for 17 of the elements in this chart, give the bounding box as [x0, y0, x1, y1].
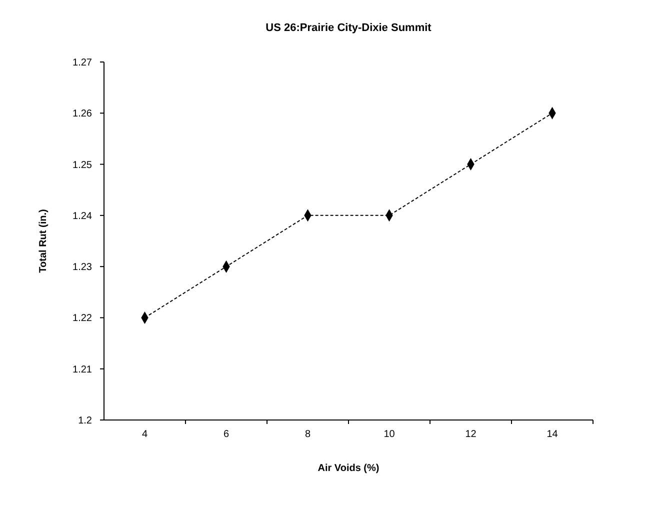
y-tick-label: 1.25	[72, 160, 92, 171]
y-tick-label: 1.24	[72, 210, 92, 222]
y-tick-label: 1.26	[72, 108, 92, 120]
x-tick-label: 14	[546, 429, 558, 440]
x-tick-label: 6	[223, 429, 230, 440]
y-tick-label: 1.22	[72, 313, 92, 324]
x-tick-label: 8	[304, 429, 311, 440]
y-tick-label: 1.2	[78, 416, 92, 426]
chart-title: US 26:Prairie City-Dixie Summit	[266, 22, 432, 34]
x-axis-title: Air Voids (%)	[318, 463, 380, 474]
x-tick-label: 12	[465, 429, 477, 440]
y-tick-label: 1.23	[72, 262, 92, 274]
x-tick-label: 4	[142, 429, 148, 440]
x-tick-label: 10	[384, 429, 396, 440]
y-tick-label: 1.27	[72, 58, 92, 68]
y-axis-title: Total Rut (in.)	[38, 209, 49, 273]
y-tick-label: 1.21	[72, 364, 92, 376]
